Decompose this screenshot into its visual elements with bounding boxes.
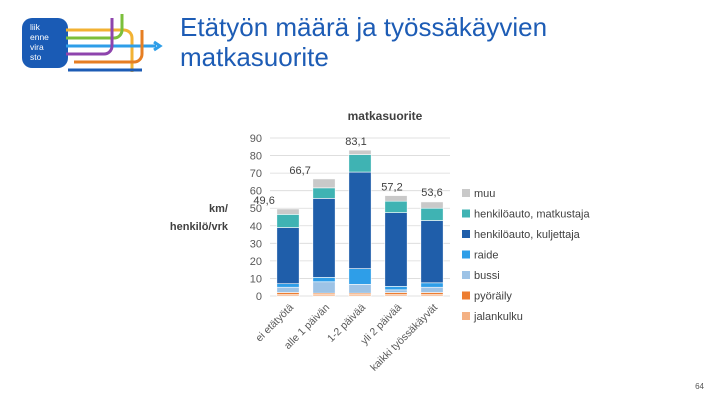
legend-label: henkilöauto, matkustaja <box>474 209 590 221</box>
bar-segment <box>384 286 408 291</box>
legend-label: muu <box>474 188 495 200</box>
total-label: 66,7 <box>289 165 310 177</box>
legend-swatch <box>462 230 470 238</box>
bar-segment <box>348 154 372 173</box>
chart-title: matkasuorite <box>348 109 423 123</box>
bar-segment <box>348 149 372 155</box>
legend-label: bussi <box>474 270 500 282</box>
logo: liik enne vira sto <box>22 18 68 68</box>
bar-segment <box>276 292 300 295</box>
bar-segment <box>420 220 444 284</box>
y-axis-label-line: henkilö/vrk <box>170 221 229 233</box>
total-label: 57,2 <box>381 182 402 194</box>
bar-segment <box>276 208 300 215</box>
chart: matkasuorite 0 10 20 30 40 50 60 70 80 90 km/henkil… <box>170 109 591 374</box>
legend-swatch <box>462 291 470 300</box>
x-tick-label: kaikki työssäkäyvät <box>368 302 440 374</box>
y-tick-label: 10 <box>250 273 262 285</box>
bar-segment <box>384 212 408 287</box>
bar-segment <box>312 178 336 189</box>
total-label: 83,1 <box>345 136 366 148</box>
legend-swatch <box>462 250 470 259</box>
logo-line: liik <box>30 22 40 32</box>
bar-segment <box>420 201 444 209</box>
y-tick-label: 0 <box>256 291 262 303</box>
bar-segment <box>312 187 336 199</box>
bar-segment <box>276 227 300 285</box>
legend-label: pyöräily <box>474 291 512 303</box>
bar-segment <box>276 283 300 288</box>
bar-segment <box>384 200 408 213</box>
y-tick-label: 30 <box>250 238 262 250</box>
y-tick-label: 60 <box>250 186 262 198</box>
decorative-lines-graphic <box>66 14 163 72</box>
bar-segment <box>312 198 336 278</box>
bar-segment <box>384 292 408 295</box>
bar-segment <box>348 171 372 269</box>
total-label: 53,6 <box>421 187 442 199</box>
page-number: 64 <box>695 382 704 391</box>
slide-title: Etätyön määrä ja työssäkäyvien matkasuor… <box>180 12 548 72</box>
legend-swatch <box>462 312 470 320</box>
total-label: 49,6 <box>253 195 274 207</box>
bar-segment <box>384 195 408 202</box>
legend-swatch <box>462 271 470 279</box>
bar-segment <box>420 282 444 288</box>
bar-segment <box>312 277 336 283</box>
bar-segment <box>420 286 444 293</box>
bar-segment <box>348 284 372 294</box>
y-tick-label: 80 <box>250 151 262 163</box>
bar-segment <box>276 214 300 228</box>
bar-segment <box>276 286 300 293</box>
legend-swatch <box>462 209 470 218</box>
y-tick-label: 50 <box>250 203 262 215</box>
legend-label: raide <box>474 250 498 262</box>
y-tick-label: 20 <box>250 256 262 268</box>
bar-segment <box>348 268 372 285</box>
legend-label: jalankulku <box>473 311 523 323</box>
y-tick-label: 90 <box>250 133 262 145</box>
y-axis-label-line: km/ <box>209 203 228 215</box>
logo-line: enne <box>30 32 49 42</box>
y-tick-label: 40 <box>250 221 262 233</box>
bar-segment <box>420 207 444 221</box>
legend-swatch <box>462 189 470 197</box>
bar-segment <box>420 292 444 295</box>
bar-segment <box>384 289 408 293</box>
legend-label: henkilöauto, kuljettaja <box>474 229 581 241</box>
logo-line: sto <box>30 52 42 62</box>
bar-segment <box>312 281 336 294</box>
y-tick-label: 70 <box>250 168 262 180</box>
logo-line: vira <box>30 42 44 52</box>
